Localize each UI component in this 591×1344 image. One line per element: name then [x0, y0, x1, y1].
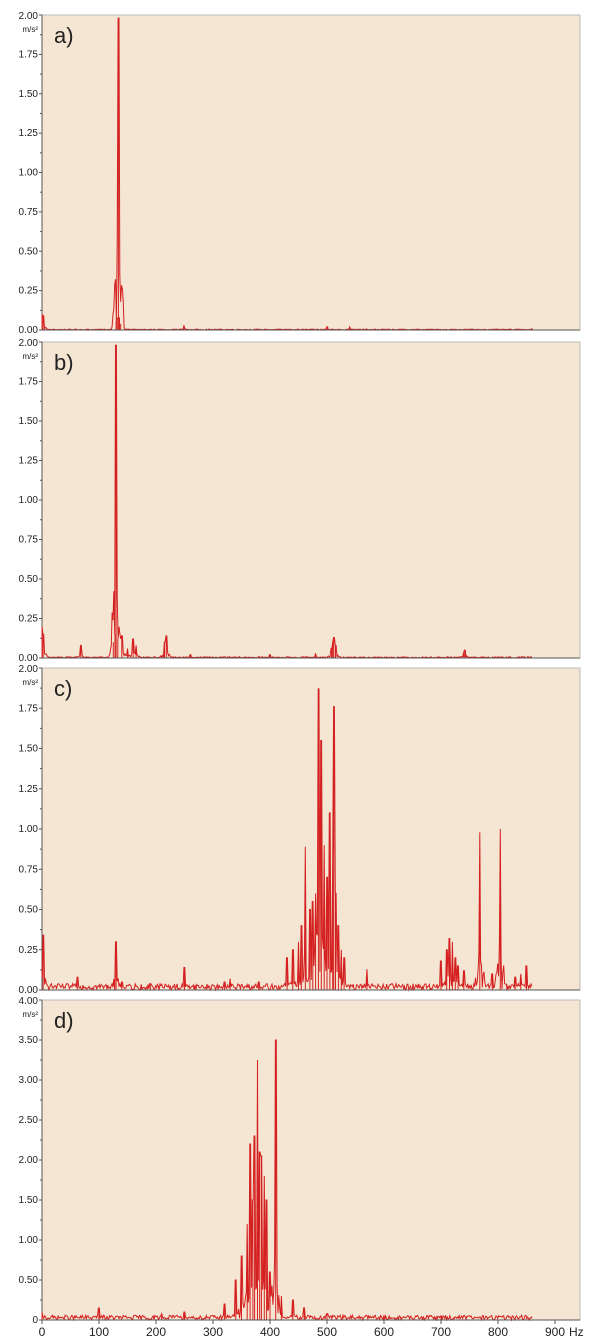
x-tick-label: 200	[146, 1325, 166, 1339]
y-tick-label: 0.50	[19, 1275, 39, 1286]
y-tick-label: 2.00	[19, 1155, 39, 1166]
y-tick-label: 1.00	[19, 1235, 39, 1246]
x-tick-label: 500	[317, 1325, 337, 1339]
y-tick-label: 1.50	[19, 1195, 39, 1206]
x-tick-label: 700	[431, 1325, 451, 1339]
x-tick-label: 400	[260, 1325, 280, 1339]
y-tick-label: 0.00	[19, 653, 39, 664]
y-tick-label: 0.75	[19, 535, 39, 546]
y-tick-label: 0.25	[19, 614, 39, 625]
y-tick-label: 2.50	[19, 1115, 39, 1126]
x-tick-label: 300	[203, 1325, 223, 1339]
spectrum-series-line	[41, 344, 533, 659]
y-tick-label: 2.00	[19, 664, 39, 675]
x-tick-label: 600	[374, 1325, 394, 1339]
y-tick-label: 1.75	[19, 49, 39, 60]
y-tick-label: 1.50	[19, 744, 39, 755]
panel-label: b)	[54, 350, 74, 375]
y-tick-label: 0.50	[19, 246, 39, 257]
y-unit-label: m/s²	[22, 352, 38, 361]
panel-1: 0.00 0.25 0.50 0.75 1.00 1.25 1.50 1.75 2.00 m/s²…	[19, 11, 581, 336]
panel-4: 0 0.50 1.00 1.50 2.00 2.50 3.00 3.50 4.00 m/s² d) 0…	[19, 996, 584, 1339]
panel-label: c)	[54, 676, 72, 701]
spectrum-series-line	[41, 688, 533, 992]
y-tick-label: 0.00	[19, 325, 39, 336]
y-tick-label: 4.00	[19, 996, 39, 1007]
panel-2: 0.00 0.25 0.50 0.75 1.00 1.25 1.50 1.75 2.00 m/s²…	[19, 338, 581, 664]
x-tick-label: 0	[39, 1325, 46, 1339]
plot-area	[41, 999, 581, 1321]
y-tick-label: 0.00	[19, 985, 39, 996]
y-tick-label: 0.25	[19, 945, 39, 956]
spectrum-series-line	[41, 1039, 533, 1322]
y-tick-label: 3.00	[19, 1075, 39, 1086]
x-tick-label: 900	[545, 1325, 565, 1339]
y-tick-label: 0.50	[19, 574, 39, 585]
y-tick-label: 3.50	[19, 1035, 39, 1046]
y-tick-label: 0.75	[19, 864, 39, 875]
y-tick-label: 1.00	[19, 168, 39, 179]
plot-area	[41, 341, 581, 659]
y-tick-label: 1.25	[19, 128, 39, 139]
y-tick-label: 1.25	[19, 456, 39, 467]
y-tick-label: 2.00	[19, 338, 39, 349]
y-tick-label: 1.75	[19, 377, 39, 388]
y-tick-label: 0.25	[19, 286, 39, 297]
panel-label: a)	[54, 23, 74, 48]
x-unit-label: Hz	[569, 1325, 584, 1339]
y-tick-label: 1.50	[19, 416, 39, 427]
plot-area	[41, 14, 581, 331]
y-tick-label: 1.25	[19, 784, 39, 795]
panel-label: d)	[54, 1008, 74, 1033]
y-tick-label: 0.50	[19, 905, 39, 916]
y-tick-label: 1.75	[19, 703, 39, 714]
x-tick-label: 100	[89, 1325, 109, 1339]
x-tick-label: 800	[488, 1325, 508, 1339]
panel-3: 0.00 0.25 0.50 0.75 1.00 1.25 1.50 1.75 2.00 m/s²…	[19, 664, 581, 996]
y-tick-label: 1.00	[19, 824, 39, 835]
y-tick-label: 1.50	[19, 89, 39, 100]
y-unit-label: m/s²	[22, 25, 38, 34]
y-tick-label: 0	[32, 1315, 38, 1326]
y-unit-label: m/s²	[22, 678, 38, 687]
y-tick-label: 1.00	[19, 495, 39, 506]
y-tick-label: 0.75	[19, 207, 39, 218]
y-tick-label: 2.00	[19, 11, 39, 22]
y-unit-label: m/s²	[22, 1010, 38, 1019]
